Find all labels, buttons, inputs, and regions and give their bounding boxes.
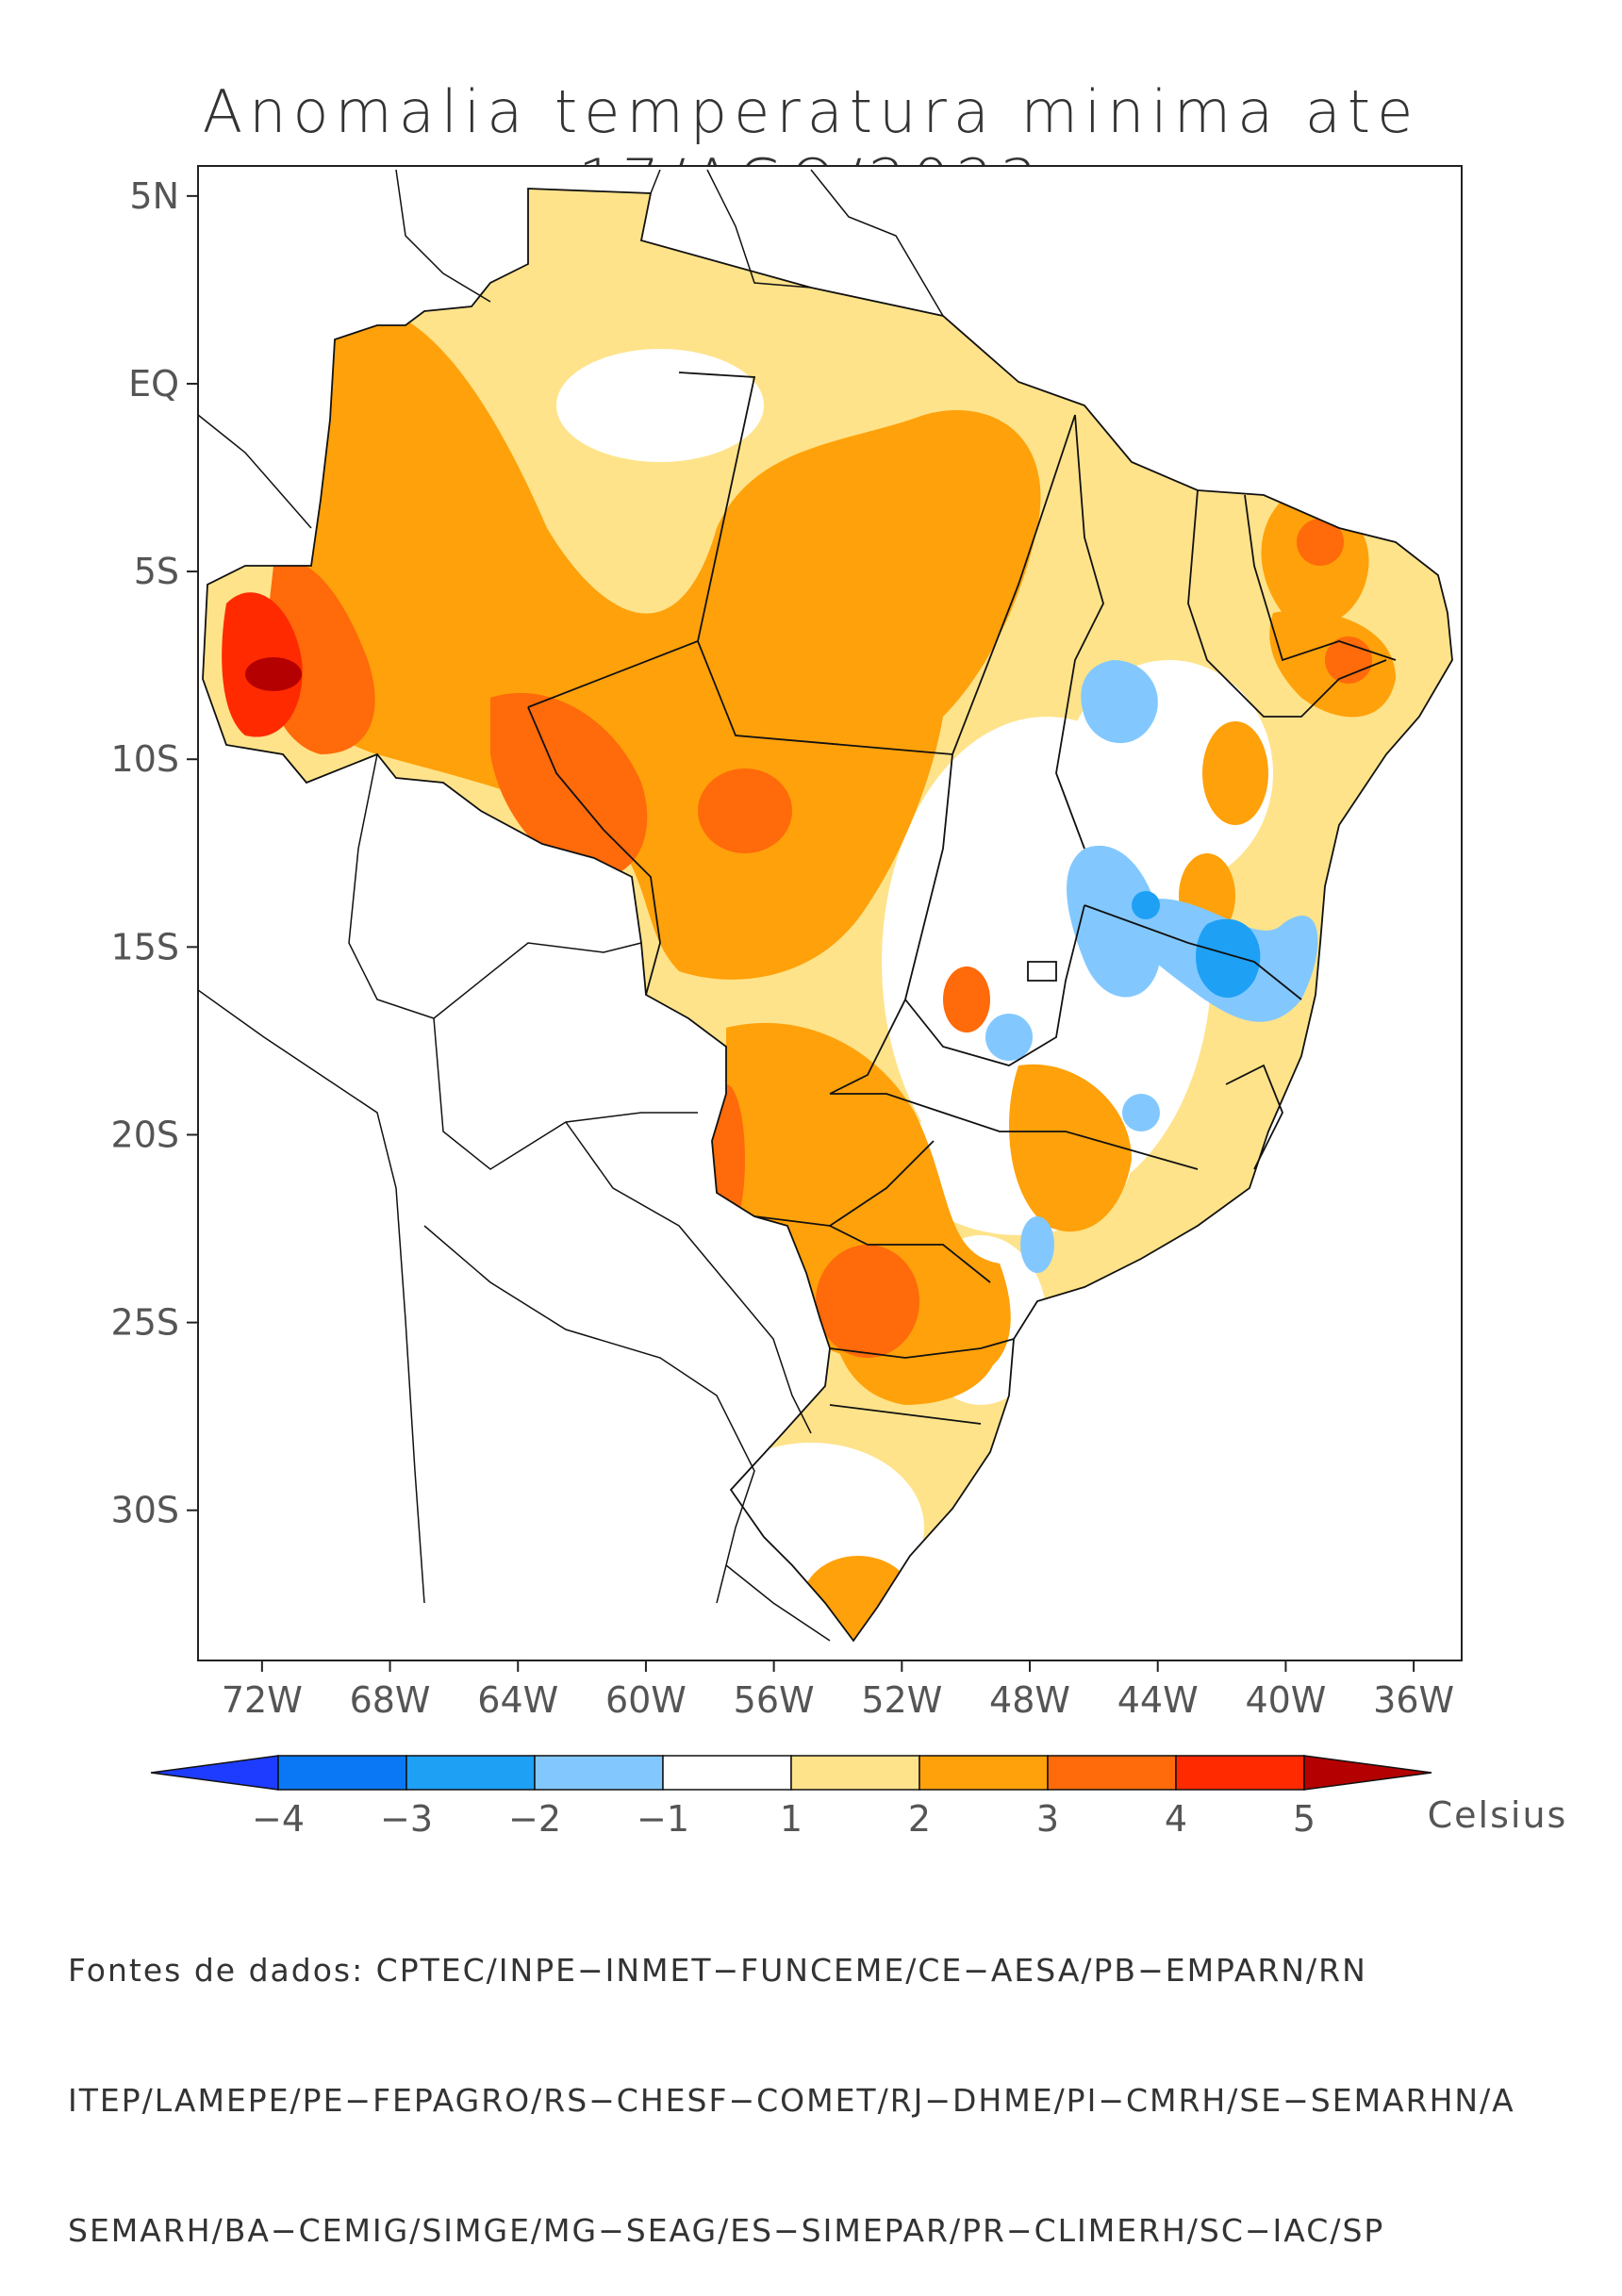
- border-peru-chile: [198, 989, 425, 1604]
- border-argentina: [423, 1225, 755, 1604]
- colorbar-segment: [1047, 1755, 1177, 1791]
- border-venezuela-guyana: [395, 169, 491, 303]
- colorbar-label: 2: [908, 1798, 931, 1840]
- colorbar-unit: Celsius: [1428, 1794, 1568, 1836]
- neutral-area-north: [556, 349, 764, 462]
- colorbar-label: −2: [508, 1798, 561, 1840]
- colorbar-label: −4: [252, 1798, 305, 1840]
- lon-tick-label: 40W: [1245, 1679, 1326, 1721]
- federal-district-border: [1027, 961, 1057, 982]
- colorbar-label: −1: [637, 1798, 689, 1840]
- state-border-para-maranhao-tocantins: [829, 414, 1076, 1095]
- colorbar-segment: [919, 1755, 1049, 1791]
- anomaly-band-3-4-parana-west: [816, 1245, 919, 1358]
- anomaly-band-2-3-bahia: [1202, 721, 1268, 825]
- lon-tick-label: 56W: [734, 1679, 815, 1721]
- lon-tick-label: 52W: [861, 1679, 942, 1721]
- latitude-axis: 5N EQ 5S 10S 15S 20S 25S 30S: [111, 175, 198, 1531]
- lat-tick-label: 5S: [134, 551, 179, 592]
- anomaly-band-neg1-neg2-tocantins: [1081, 660, 1158, 744]
- border-french-guiana: [810, 169, 944, 317]
- anomaly-band-neg1-neg2-sp: [1020, 1216, 1054, 1273]
- lat-tick-label: 15S: [111, 926, 179, 967]
- lon-tick-label: 36W: [1373, 1679, 1454, 1721]
- anomaly-band-3-4-mato-grosso: [698, 768, 792, 853]
- credits-line-3: SEMARH/BA−CEMIG/SIMGE/MG−SEAG/ES−SIMEPAR…: [68, 2212, 1385, 2249]
- longitude-axis: 72W 68W 64W 60W 56W 52W 48W 44W 40W 36W: [222, 1660, 1454, 1721]
- state-border-espirito-santo: [1225, 1064, 1283, 1170]
- colorbar-segment: [277, 1755, 407, 1791]
- border-suriname: [706, 169, 812, 289]
- state-border-goias: [904, 904, 1085, 1066]
- colorbar-label: −3: [380, 1798, 433, 1840]
- colorbar-min-extend: [150, 1755, 279, 1791]
- data-sources-credits: Fontes de dados: CPTEC/INPE−INMET−FUNCEM…: [68, 1862, 1515, 2296]
- state-border-minas-sp: [830, 1093, 1199, 1170]
- state-border-bahia-minas: [1084, 904, 1302, 1000]
- anomaly-band-3-4-ceara-core: [1297, 519, 1344, 566]
- colorbar-segment: [1175, 1755, 1305, 1791]
- anomaly-band-neg1-neg2-goias-north: [1067, 845, 1162, 998]
- border-bolivia-south: [433, 1017, 698, 1170]
- colorbar-max-extend: [1303, 1755, 1432, 1791]
- anomaly-band-neg2-neg3-core: [1132, 891, 1160, 919]
- state-border-piaui-bahia: [1187, 489, 1387, 718]
- state-border-ms-parana: [753, 1140, 935, 1227]
- lon-tick-label: 64W: [477, 1679, 558, 1721]
- lon-tick-label: 48W: [989, 1679, 1070, 1721]
- brazil-outline: [202, 188, 1453, 1643]
- state-border-amazonas-para: [527, 372, 756, 708]
- credits-line-1: Fontes de dados: CPTEC/INPE−INMET−FUNCEM…: [68, 1952, 1367, 1989]
- state-border-ceara: [1244, 494, 1397, 662]
- lon-tick-label: 72W: [222, 1679, 303, 1721]
- border-uruguay: [725, 1564, 831, 1642]
- colorbar-segment: [534, 1755, 664, 1791]
- colorbar: −4 −3 −2 −1 1 2 3 4 5 Celsius: [150, 1755, 1568, 1840]
- anomaly-band-3-4-rondonia: [490, 692, 648, 879]
- border-bolivia-west: [348, 753, 642, 1019]
- borders: [202, 188, 1453, 1643]
- anomaly-band-neg1-neg2-minas: [1122, 1094, 1160, 1131]
- lon-tick-label: 60W: [605, 1679, 687, 1721]
- anomaly-band-neg1-neg2-goias: [985, 1014, 1033, 1061]
- country-borders: [198, 169, 944, 1642]
- anomaly-map: 5N EQ 5S 10S 15S 20S 25S 30S 72W 68W 64W 60W 56W 52W…: [111, 165, 1568, 1840]
- colorbar-segment: [406, 1755, 536, 1791]
- anomaly-band-2-3-minas: [1009, 1064, 1132, 1232]
- colorbar-segment: [662, 1755, 792, 1791]
- anomaly-band-2-3-north: [295, 306, 1041, 980]
- lat-tick-label: 25S: [111, 1302, 179, 1344]
- anomaly-band-neg2-neg3: [1196, 918, 1261, 999]
- state-border-rondonia: [527, 706, 604, 831]
- lon-tick-label: 44W: [1117, 1679, 1199, 1721]
- anomaly-band-above-5: [245, 657, 302, 691]
- lon-tick-label: 68W: [350, 1679, 431, 1721]
- state-border-rondonia-mt: [603, 829, 661, 996]
- border-colombia-peru: [198, 414, 312, 529]
- lat-tick-label: 30S: [111, 1490, 179, 1531]
- lat-tick-label: 10S: [111, 738, 179, 780]
- colorbar-label: 4: [1165, 1798, 1187, 1840]
- state-border-sp-parana: [829, 1225, 991, 1283]
- border-guyana-north: [650, 169, 661, 194]
- colorbar-label: 5: [1293, 1798, 1316, 1840]
- lat-tick-label: EQ: [128, 363, 179, 405]
- lat-tick-label: 20S: [111, 1114, 179, 1155]
- lat-tick-label: 5N: [129, 175, 179, 217]
- state-border-parana-sc: [829, 1338, 1015, 1359]
- border-paraguay: [565, 1121, 812, 1434]
- colorbar-label: 1: [780, 1798, 803, 1840]
- state-border-maranhao-piaui: [1055, 414, 1104, 850]
- colorbar-label: 3: [1036, 1798, 1059, 1840]
- state-border-para-mato-grosso: [697, 640, 953, 755]
- anomaly-band-3-4-goias: [943, 966, 990, 1032]
- colorbar-segment: [790, 1755, 920, 1791]
- credits-line-2: ITEP/LAMEPE/PE−FEPAGRO/RS−CHESF−COMET/RJ…: [68, 2082, 1515, 2119]
- state-border-sc-rs: [829, 1404, 982, 1425]
